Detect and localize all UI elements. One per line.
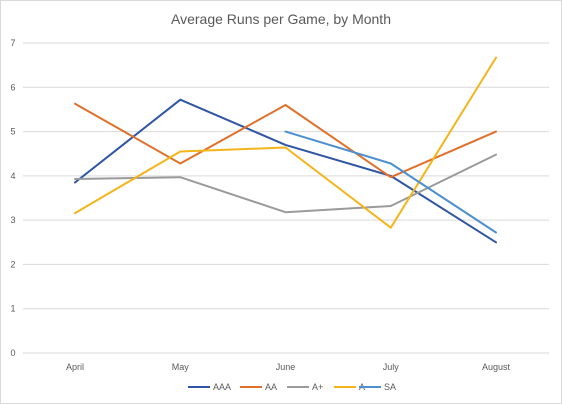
x-tick-label: April bbox=[66, 362, 84, 372]
x-tick-label: May bbox=[172, 362, 190, 372]
legend-label: AAA bbox=[213, 382, 231, 392]
series-line-a-plus bbox=[74, 153, 497, 214]
y-tick-label: 1 bbox=[10, 304, 15, 314]
series-lines bbox=[74, 56, 497, 244]
y-tick-label: 3 bbox=[10, 215, 15, 225]
x-tick-label: June bbox=[276, 362, 296, 372]
y-tick-label: 2 bbox=[10, 259, 15, 269]
series-line-aa bbox=[74, 102, 497, 179]
y-tick-label: 5 bbox=[10, 127, 15, 137]
series-line-aaa bbox=[74, 98, 497, 244]
x-tick-label: July bbox=[383, 362, 400, 372]
x-axis-ticks: April May June July August bbox=[66, 362, 511, 372]
y-tick-label: 0 bbox=[10, 348, 15, 358]
y-axis-ticks: 0 1 2 3 4 5 6 7 bbox=[10, 38, 15, 358]
y-tick-label: 4 bbox=[10, 171, 15, 181]
legend-label: SA bbox=[384, 382, 396, 392]
series-line-a bbox=[74, 56, 497, 229]
series-line-sa bbox=[284, 130, 497, 234]
y-tick-label: 7 bbox=[10, 38, 15, 48]
legend-label: AA bbox=[265, 382, 277, 392]
x-tick-label: August bbox=[482, 362, 511, 372]
y-tick-label: 6 bbox=[10, 82, 15, 92]
chart-title: Average Runs per Game, by Month bbox=[171, 11, 391, 27]
legend-label: A+ bbox=[312, 382, 323, 392]
